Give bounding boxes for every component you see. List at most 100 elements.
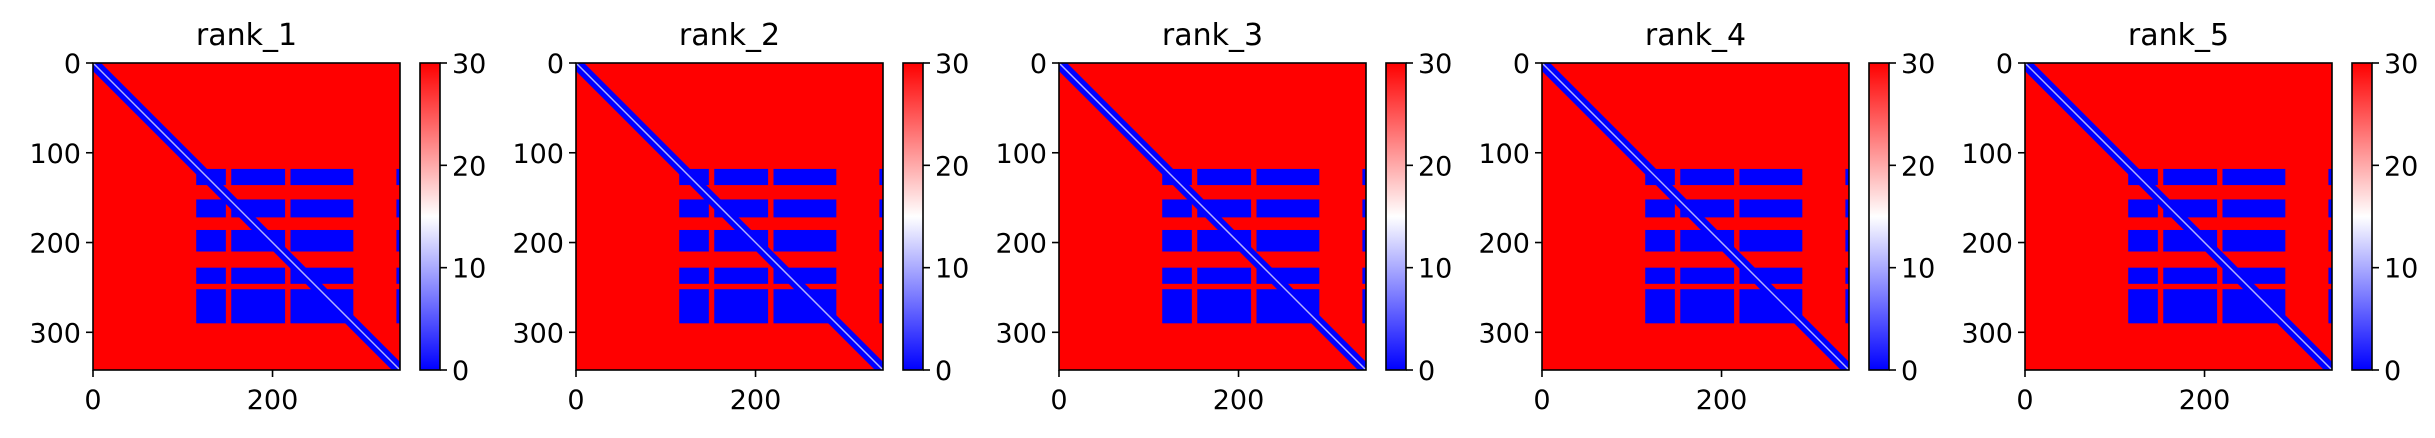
y-tick-label: 100 xyxy=(995,139,1047,170)
heatmap-block xyxy=(2328,267,2332,284)
colorbar-tick-label: 20 xyxy=(452,151,486,182)
y-tick-label: 300 xyxy=(512,318,564,349)
colorbar-tick-label: 30 xyxy=(452,49,486,80)
axes-frame xyxy=(2024,62,2333,371)
panel-5: rank_5 0 100 200 300 0 200 0 10 20 30 xyxy=(1961,18,2418,416)
heatmap-block xyxy=(396,199,400,218)
heatmap-block xyxy=(1162,229,1192,252)
y-tick-label: 100 xyxy=(1961,139,2013,170)
heatmap-block xyxy=(879,199,883,218)
heatmap-block xyxy=(196,289,226,324)
heatmap-block xyxy=(1645,289,1675,324)
colorbar-tick-label: 0 xyxy=(1418,356,1435,387)
y-tick-label: 300 xyxy=(995,318,1047,349)
heatmap-block xyxy=(2163,267,2218,284)
heatmap-block xyxy=(1362,267,1366,284)
y-tick-label: 200 xyxy=(1478,229,1530,260)
heatmap-block xyxy=(2163,168,2218,186)
heatmap-block xyxy=(1739,199,1803,218)
heatmap-block xyxy=(196,199,226,218)
heatmap-block xyxy=(231,168,286,186)
heatmap-block xyxy=(231,289,286,324)
colorbar-tick-label: 10 xyxy=(1901,254,1935,285)
x-tick-label: 200 xyxy=(1213,385,1265,416)
heatmap-block xyxy=(679,229,709,252)
heatmap-block xyxy=(2328,199,2332,218)
colorbar xyxy=(1386,63,1406,370)
heatmap-block xyxy=(1845,229,1849,252)
heatmap-block xyxy=(879,229,883,252)
heatmap-block xyxy=(1845,267,1849,284)
heatmap-block xyxy=(1162,289,1192,324)
axes-frame xyxy=(92,62,401,371)
heatmap-block xyxy=(2222,229,2286,252)
y-tick-label: 200 xyxy=(29,229,81,260)
heatmap-block xyxy=(1845,289,1849,324)
heatmap-block xyxy=(1197,267,1252,284)
axes-frame xyxy=(575,62,884,371)
colorbar-frame xyxy=(1868,62,1890,371)
colorbar-tick-label: 30 xyxy=(935,49,969,80)
panel-2: rank_2 0 100 200 300 0 200 0 10 20 30 xyxy=(512,18,969,416)
heatmap-block xyxy=(396,289,400,324)
heatmap-block xyxy=(290,229,354,252)
heatmap-block xyxy=(879,267,883,284)
panel-3: rank_3 0 100 200 300 0 200 0 10 20 30 xyxy=(995,18,1452,416)
heatmap xyxy=(93,63,400,370)
heatmap-block xyxy=(773,168,837,186)
heatmap-block xyxy=(714,267,769,284)
panel-title: rank_2 xyxy=(679,18,780,53)
y-tick-label: 200 xyxy=(512,229,564,260)
colorbar-tick-label: 20 xyxy=(935,151,969,182)
heatmap xyxy=(1059,63,1366,370)
heatmap-diagonal-highlight xyxy=(1542,63,1849,370)
heatmap-block xyxy=(396,229,400,252)
colorbar-tick-label: 20 xyxy=(2384,151,2418,182)
y-tick-label: 0 xyxy=(1996,49,2013,80)
heatmap-block xyxy=(1680,289,1735,324)
heatmap-block xyxy=(396,267,400,284)
colorbar-tick-label: 30 xyxy=(1418,49,1452,80)
heatmap-block xyxy=(714,168,769,186)
heatmap-block xyxy=(879,168,883,186)
colorbar-tick-label: 10 xyxy=(2384,254,2418,285)
heatmap-block xyxy=(1256,229,1320,252)
heatmap-block xyxy=(1845,168,1849,186)
heatmap-block xyxy=(1162,199,1192,218)
heatmap-block xyxy=(1256,199,1320,218)
colorbar-frame xyxy=(902,62,924,371)
y-tick-label: 100 xyxy=(29,139,81,170)
panel-4: rank_4 0 100 200 300 0 200 0 10 20 30 xyxy=(1478,18,1935,416)
heatmap-block xyxy=(2128,229,2158,252)
y-tick-label: 300 xyxy=(29,318,81,349)
heatmap-block xyxy=(196,267,226,284)
colorbar-tick-label: 0 xyxy=(452,356,469,387)
heatmap-block xyxy=(2128,267,2158,284)
colorbar-frame xyxy=(2351,62,2373,371)
colorbar-tick-label: 20 xyxy=(1418,151,1452,182)
heatmap-block xyxy=(2328,289,2332,324)
heatmap xyxy=(1542,63,1849,370)
heatmap-block xyxy=(1362,168,1366,186)
y-tick-label: 0 xyxy=(64,49,81,80)
colorbar-tick-label: 10 xyxy=(935,254,969,285)
heatmap-block xyxy=(2222,199,2286,218)
panel-title: rank_5 xyxy=(2128,18,2229,53)
heatmap-diagonal-highlight xyxy=(93,63,400,370)
heatmap-block xyxy=(1845,199,1849,218)
x-tick-label: 200 xyxy=(730,385,782,416)
heatmap-block xyxy=(1680,267,1735,284)
panel-title: rank_1 xyxy=(196,18,297,53)
heatmap-block xyxy=(679,267,709,284)
colorbar-tick-label: 10 xyxy=(1418,254,1452,285)
panel-1: rank_1 0 100 200 300 0 200 0 10 20 30 xyxy=(29,18,486,416)
heatmap-block xyxy=(196,229,226,252)
heatmap-block xyxy=(1645,229,1675,252)
x-tick-label: 0 xyxy=(1050,385,1067,416)
heatmap-block xyxy=(1362,229,1366,252)
heatmap-block xyxy=(714,289,769,324)
y-tick-label: 0 xyxy=(1513,49,1530,80)
x-tick-label: 0 xyxy=(567,385,584,416)
x-tick-label: 200 xyxy=(247,385,299,416)
